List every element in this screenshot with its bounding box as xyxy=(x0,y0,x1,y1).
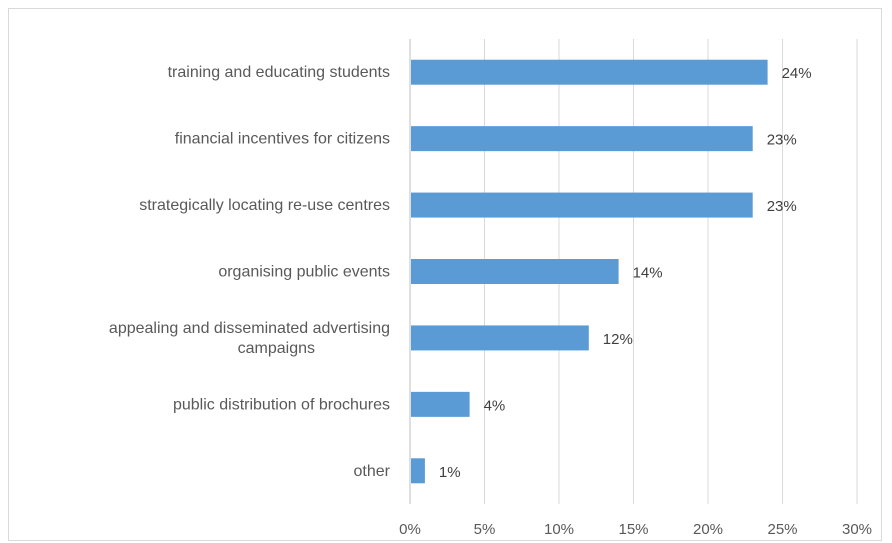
category-label: appealing and disseminated advertising ca… xyxy=(109,320,390,357)
data-label: 4% xyxy=(484,397,506,414)
x-tick-label: 0% xyxy=(399,521,421,538)
category-labels: training and educating students financial… xyxy=(109,64,391,480)
category-label: training and educating students xyxy=(168,64,390,81)
category-label: financial incentives for citizens xyxy=(175,131,390,148)
bar-chart: training and educating students financial… xyxy=(109,39,872,538)
x-tick-label: 15% xyxy=(618,521,648,538)
bar xyxy=(411,259,619,284)
data-label: 14% xyxy=(633,265,663,282)
bar xyxy=(411,59,768,85)
bar xyxy=(411,126,753,152)
data-label: 24% xyxy=(782,65,812,82)
bar xyxy=(411,325,589,351)
bars xyxy=(411,59,768,484)
data-label: 12% xyxy=(603,331,633,348)
x-tick-label: 25% xyxy=(767,521,797,538)
x-tick-label: 10% xyxy=(544,521,574,538)
category-label: other xyxy=(354,463,391,480)
x-axis-tick-labels: 0% 5% 10% 15% 20% 25% 30% xyxy=(399,521,872,538)
category-label: organising public events xyxy=(218,264,390,281)
data-label: 23% xyxy=(767,198,797,215)
bar xyxy=(411,192,753,218)
x-tick-label: 20% xyxy=(693,521,723,538)
bar xyxy=(411,391,470,417)
category-label: strategically locating re-use centres xyxy=(139,197,390,214)
data-labels: 24% 23% 23% 14% 12% 4% 1% xyxy=(439,65,812,481)
category-label: public distribution of brochures xyxy=(173,396,390,413)
chart-frame: training and educating students financial… xyxy=(8,8,882,541)
x-tick-label: 30% xyxy=(842,521,872,538)
bar xyxy=(411,458,425,484)
data-label: 1% xyxy=(439,464,461,481)
data-label: 23% xyxy=(767,132,797,149)
x-tick-label: 5% xyxy=(474,521,496,538)
